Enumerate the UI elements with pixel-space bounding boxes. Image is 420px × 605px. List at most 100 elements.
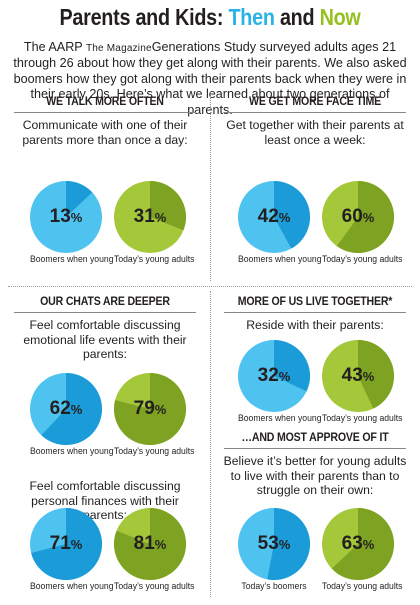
pie-svg	[114, 373, 186, 445]
pie-slice	[150, 181, 186, 231]
section-approve: …AND MOST APPROVE OF IT Believe it’s bet…	[218, 432, 412, 498]
section-heading: …AND MOST APPROVE OF IT	[241, 432, 389, 444]
section-live-together: MORE OF US LIVE TOGETHER* Reside with th…	[218, 296, 412, 333]
intro-text-2: Generations Study surveyed adults ages 2…	[13, 40, 407, 117]
pie-svg	[322, 508, 394, 580]
section-caption: Reside with their parents:	[246, 318, 384, 332]
pie-series-label: Boomers when young	[30, 446, 114, 457]
title-and: and	[274, 4, 320, 30]
pie-percent-label: 81%	[114, 508, 186, 580]
section-chats-deeper: OUR CHATS ARE DEEPER Feel comfortable di…	[8, 296, 202, 362]
pie-slice	[358, 340, 394, 409]
section-finances: Feel comfortable discussing personal fin…	[8, 474, 202, 523]
pie-percent-label: 13%	[30, 181, 102, 253]
pie-series-label: Boomers when young	[238, 413, 322, 424]
pie-reside-boomers: 32% Boomers when young	[238, 340, 322, 424]
title-text: Parents and Kids:	[59, 4, 229, 30]
pie-percent-value: 42	[257, 206, 279, 227]
percent-sign: %	[70, 210, 83, 225]
pie-percent-value: 63	[341, 533, 363, 554]
pie-percent-value: 62	[49, 398, 71, 419]
intro-text-1: The AARP	[23, 40, 86, 54]
section-face-time: WE GET MORE FACE TIME Get together with …	[218, 96, 412, 147]
pie-series-label: Today’s young adults	[114, 446, 195, 457]
pie-percent-label: 53%	[238, 508, 310, 580]
title-then: Then	[228, 4, 275, 30]
pie-percent-label: 79%	[114, 373, 186, 445]
horizontal-divider	[8, 286, 412, 287]
pie-slice	[31, 508, 102, 580]
pie-svg	[238, 181, 310, 253]
pie-approve-young: 63% Today’s young adults	[322, 508, 402, 592]
section-talk-more-often: WE TALK MORE OFTEN Communicate with one …	[8, 96, 202, 147]
pie-finances-young: 81% Today’s young adults	[114, 508, 194, 592]
percent-sign: %	[362, 537, 375, 552]
pie-svg	[30, 508, 102, 580]
percent-sign: %	[362, 210, 375, 225]
pie-percent-value: 81	[133, 533, 155, 554]
pie-slice	[66, 181, 93, 217]
percent-sign: %	[70, 537, 83, 552]
section-rule	[224, 448, 406, 449]
pie-slice	[114, 508, 186, 580]
pie-percent-label: 63%	[322, 508, 394, 580]
percent-sign: %	[154, 402, 167, 417]
pie-reside-young: 43% Today’s young adults	[322, 340, 402, 424]
pie-svg	[238, 508, 310, 580]
pie-percent-label: 31%	[114, 181, 186, 253]
pie-slice	[274, 181, 310, 249]
pie-percent-value: 31	[133, 206, 155, 227]
pie-svg	[30, 181, 102, 253]
pie-slice	[114, 373, 186, 445]
pie-svg	[30, 373, 102, 445]
pie-series-label: Today’s young adults	[322, 413, 403, 424]
percent-sign: %	[278, 537, 291, 552]
pie-series-label: Boomers when young	[30, 254, 114, 265]
vertical-divider-top	[210, 91, 211, 281]
pie-svg	[238, 340, 310, 412]
section-caption: Feel comfortable discussing personal fin…	[29, 479, 181, 522]
pie-approve-boomers: 53% Today’s boomers	[238, 508, 318, 592]
pie-percent-label: 71%	[30, 508, 102, 580]
pie-finances-boomers: 71% Boomers when young	[30, 508, 114, 592]
pie-percent-value: 32	[257, 365, 279, 386]
pie-slice	[331, 508, 394, 580]
pie-percent-label: 42%	[238, 181, 310, 253]
pie-percent-value: 71	[49, 533, 71, 554]
section-heading: MORE OF US LIVE TOGETHER*	[237, 296, 393, 308]
percent-sign: %	[278, 369, 291, 384]
pie-svg	[322, 340, 394, 412]
section-rule	[224, 112, 406, 113]
section-heading: WE TALK MORE OFTEN	[46, 96, 164, 108]
pie-series-label: Boomers when young	[238, 254, 322, 265]
pie-emotional-boomers: 62% Boomers when young	[30, 373, 114, 457]
pie-series-label: Today’s young adults	[322, 581, 403, 592]
pie-percent-value: 43	[341, 365, 363, 386]
pie-svg	[114, 508, 186, 580]
section-caption: Get together with their parents at least…	[226, 118, 404, 147]
pie-face-young: 60% Today’s young adults	[322, 181, 402, 265]
percent-sign: %	[154, 537, 167, 552]
section-caption: Communicate with one of their parents mo…	[22, 118, 188, 147]
pie-percent-value: 79	[133, 398, 155, 419]
pie-percent-value: 60	[341, 206, 363, 227]
pie-slice	[274, 340, 310, 392]
pie-percent-label: 43%	[322, 340, 394, 412]
pie-series-label: Today’s boomers	[241, 581, 307, 592]
percent-sign: %	[278, 210, 291, 225]
pie-percent-label: 32%	[238, 340, 310, 412]
vertical-divider-bottom	[210, 291, 211, 597]
pie-series-label: Today’s young adults	[114, 254, 195, 265]
pie-talk-boomers: 13% Boomers when young	[30, 181, 114, 265]
pie-svg	[114, 181, 186, 253]
pie-series-label: Today’s young adults	[322, 254, 403, 265]
intro-magazine-name: The Magazine	[85, 43, 152, 54]
title-now: Now	[319, 4, 361, 30]
page-title: Parents and Kids: Then and Now	[29, 4, 390, 31]
pie-slice	[336, 181, 394, 253]
section-rule	[14, 312, 196, 313]
percent-sign: %	[154, 210, 167, 225]
pie-slice	[41, 373, 102, 445]
pie-percent-value: 13	[49, 206, 71, 227]
percent-sign: %	[362, 369, 375, 384]
